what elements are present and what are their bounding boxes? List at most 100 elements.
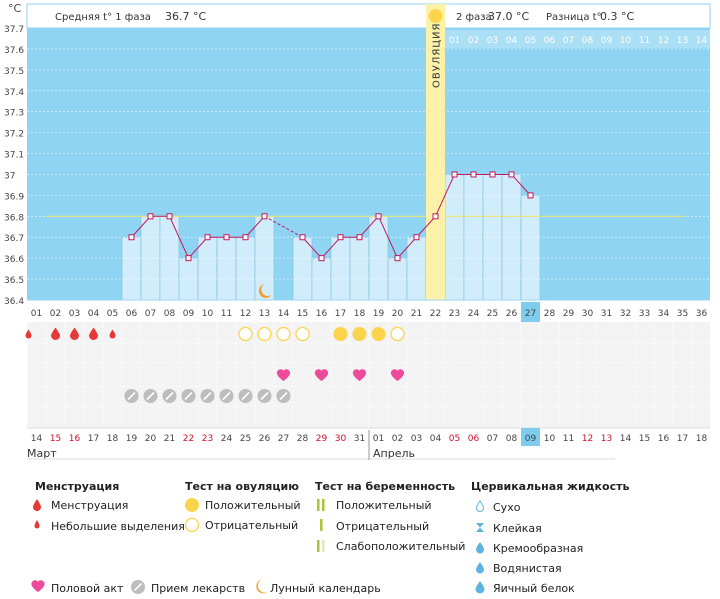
- date-label: 30: [335, 434, 347, 444]
- post-day-label: 14: [696, 36, 708, 46]
- legend-pregnancy-faint: Слабоположительный: [336, 540, 465, 553]
- legend-cervical-eggwhite: Яичный белок: [493, 582, 575, 595]
- post-day-cell: [578, 30, 597, 48]
- date-label: 07: [487, 434, 498, 444]
- cycle-day-label: 13: [259, 309, 270, 319]
- cycle-day-label: 25: [487, 309, 498, 319]
- y-tick-label: 37: [4, 171, 15, 181]
- temperature-bar: [330, 236, 351, 301]
- date-label: 04: [430, 434, 442, 444]
- menstruation-drop-icon: [25, 329, 32, 339]
- cycle-day-label: 33: [639, 309, 650, 319]
- date-label: 26: [259, 434, 271, 444]
- date-label: 19: [126, 434, 138, 444]
- temperature-bar: [197, 236, 218, 301]
- y-tick-label: 36.4: [4, 297, 24, 307]
- cycle-day-label: 14: [278, 309, 290, 319]
- medication-pill-line: [184, 391, 193, 401]
- legend-pregnancy-positive: Положительный: [336, 499, 432, 512]
- menstruation-drop-icon: [89, 327, 98, 340]
- legend-menstruation-item: Менструация: [51, 499, 128, 512]
- cycle-day-label: 30: [582, 309, 594, 319]
- header-box: [26, 3, 711, 29]
- cycle-day-label: 21: [411, 309, 422, 319]
- temperature-bar: [292, 236, 313, 301]
- cycle-day-label: 09: [183, 309, 195, 319]
- phase1-value: 36.7 °C: [165, 10, 206, 23]
- heart-icon: [31, 580, 45, 592]
- legend-intercourse: Половой акт: [51, 582, 124, 595]
- date-label: 20: [145, 434, 157, 444]
- y-tick-label: 37.6: [4, 46, 24, 56]
- ovulation-test-positive-icon: [333, 327, 348, 341]
- date-label: 28: [297, 434, 309, 444]
- post-ovulation-days: 01 02 03 04 05 06 07 08 09 10 11 12 13 14: [445, 30, 711, 48]
- legend-ovulation-negative: Отрицательный: [205, 519, 298, 532]
- post-day-label: 10: [620, 36, 632, 46]
- post-day-cell: [502, 30, 521, 48]
- date-label: 12: [582, 434, 593, 444]
- date-label: 16: [658, 434, 670, 444]
- temperature-bar: [235, 236, 256, 301]
- cycle-day-label: 36: [696, 309, 708, 319]
- date-label: 15: [50, 434, 61, 444]
- cycle-day-label: 28: [544, 309, 556, 319]
- post-day-label: 05: [525, 36, 536, 46]
- menstruation-drop-icon: [109, 329, 116, 339]
- cycle-day-label: 05: [107, 309, 118, 319]
- cycle-day-label: 23: [449, 309, 460, 319]
- post-day-cell: [616, 30, 635, 48]
- temperature-point: [318, 255, 325, 262]
- month-march: Март: [27, 447, 57, 460]
- cycle-day-label: 16: [316, 309, 328, 319]
- temperature-point: [337, 234, 344, 241]
- temperature-point: [204, 234, 211, 241]
- post-day-cell: [635, 30, 654, 48]
- legend-spotting-item: Небольшие выделения: [51, 520, 185, 533]
- interpolated-line: [264, 215, 303, 238]
- diff-value: 0.3 °C: [600, 10, 634, 23]
- temperature-point: [413, 234, 420, 241]
- post-day-label: 03: [487, 36, 498, 46]
- y-tick-label: 36.7: [4, 234, 24, 244]
- post-day-label: 04: [506, 36, 518, 46]
- date-label: 16: [69, 434, 81, 444]
- temperature-point: [147, 213, 154, 220]
- legend: Менструация Менструация Небольшие выделе…: [31, 480, 629, 595]
- temperature-point: [299, 234, 306, 241]
- diff-label: Разница t°: [546, 12, 602, 23]
- date-label: 31: [354, 434, 365, 444]
- post-day-label: 02: [468, 36, 479, 46]
- y-tick-label: 37.3: [4, 109, 24, 119]
- medication-pill-line: [279, 391, 288, 401]
- cycle-day-label: 22: [430, 309, 441, 319]
- phase2-value: 37.0 °C: [488, 10, 529, 23]
- medication-pill-line: [127, 391, 136, 401]
- post-day-cell: [483, 30, 502, 48]
- y-tick-label: 37.4: [4, 88, 24, 98]
- temperature-point: [261, 213, 268, 220]
- post-day-label: 07: [563, 36, 574, 46]
- ovulation-test-negative-icon: [276, 326, 291, 342]
- legend-medication: Прием лекарств: [151, 582, 245, 595]
- ovulation-test-negative-icon: [295, 326, 310, 342]
- legend-ovulation-title: Тест на овуляцию: [185, 480, 299, 493]
- intercourse-heart-icon: [314, 369, 329, 381]
- post-day-label: 06: [544, 36, 556, 46]
- faint-bars-icon: [317, 540, 325, 552]
- cycle-day-label: 02: [50, 309, 61, 319]
- intercourse-heart-icon: [276, 369, 291, 381]
- drop-large-icon: [33, 499, 41, 511]
- legend-menstruation-title: Менструация: [35, 480, 119, 493]
- medication-pill-line: [241, 391, 250, 401]
- temperature-point: [166, 213, 173, 220]
- cycle-day-label: 11: [221, 309, 232, 319]
- menstruation-drop-icon: [70, 327, 79, 340]
- y-tick-label: 36.9: [4, 192, 24, 202]
- temperature-point: [451, 171, 458, 178]
- cycle-day-label: 07: [145, 309, 156, 319]
- date-label: 17: [88, 434, 99, 444]
- legend-pregnancy-negative: Отрицательный: [336, 520, 429, 533]
- legend-cervical-sticky: Клейкая: [493, 522, 542, 535]
- legend-cervical-title: Цервикальная жидкость: [471, 480, 629, 493]
